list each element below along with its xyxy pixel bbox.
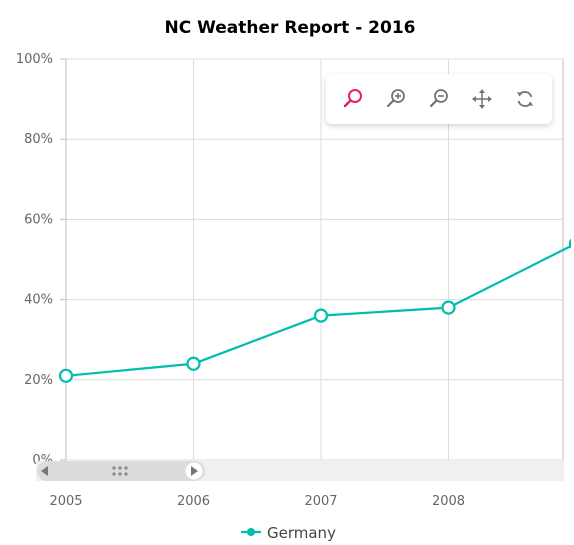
zoom-select-button[interactable] [338,84,368,114]
data-point[interactable] [313,308,329,323]
y-tick-label: 40% [24,293,53,308]
reset-button[interactable] [510,84,540,114]
data-point[interactable] [186,356,201,371]
y-axis-ticks: 0%20%40%60%80%100% [16,52,53,468]
pan-icon [471,89,492,109]
series-group [58,237,574,383]
series-germany [58,237,574,383]
zoom-toolbar [326,74,552,124]
y-tick-label: 60% [24,212,53,227]
zoom-in-button[interactable] [381,84,411,114]
zoom-out-icon [429,89,448,108]
grip-icon[interactable] [110,465,130,477]
y-tick-label: 80% [24,132,53,147]
scroll-left-arrow-icon[interactable] [36,462,54,480]
legend-marker [247,528,255,536]
pan-button[interactable] [467,84,497,114]
zoom-out-button[interactable] [424,84,454,114]
data-point[interactable] [568,237,574,249]
scrollbar-thumb[interactable] [37,461,205,481]
y-tick-label: 20% [24,373,53,388]
legend-label[interactable]: Germany [267,524,336,542]
x-tick-label: 2008 [432,494,465,509]
zoom-select-icon [344,89,363,108]
reset-icon [516,91,533,107]
x-tick-label: 2006 [177,494,210,509]
legend[interactable]: Germany [241,524,336,542]
x-axis-ticks: 2005 2006 2007 2008 [49,494,465,509]
data-point[interactable] [58,368,74,383]
zoom-in-icon [387,89,406,108]
data-point[interactable] [441,300,456,315]
x-tick-label: 2005 [49,494,82,509]
grid [60,58,564,461]
x-tick-label: 2007 [304,494,337,509]
y-tick-label: 100% [16,52,53,67]
chart-title: NC Weather Report - 2016 [164,18,415,38]
scroll-right-arrow-icon[interactable] [185,462,203,480]
